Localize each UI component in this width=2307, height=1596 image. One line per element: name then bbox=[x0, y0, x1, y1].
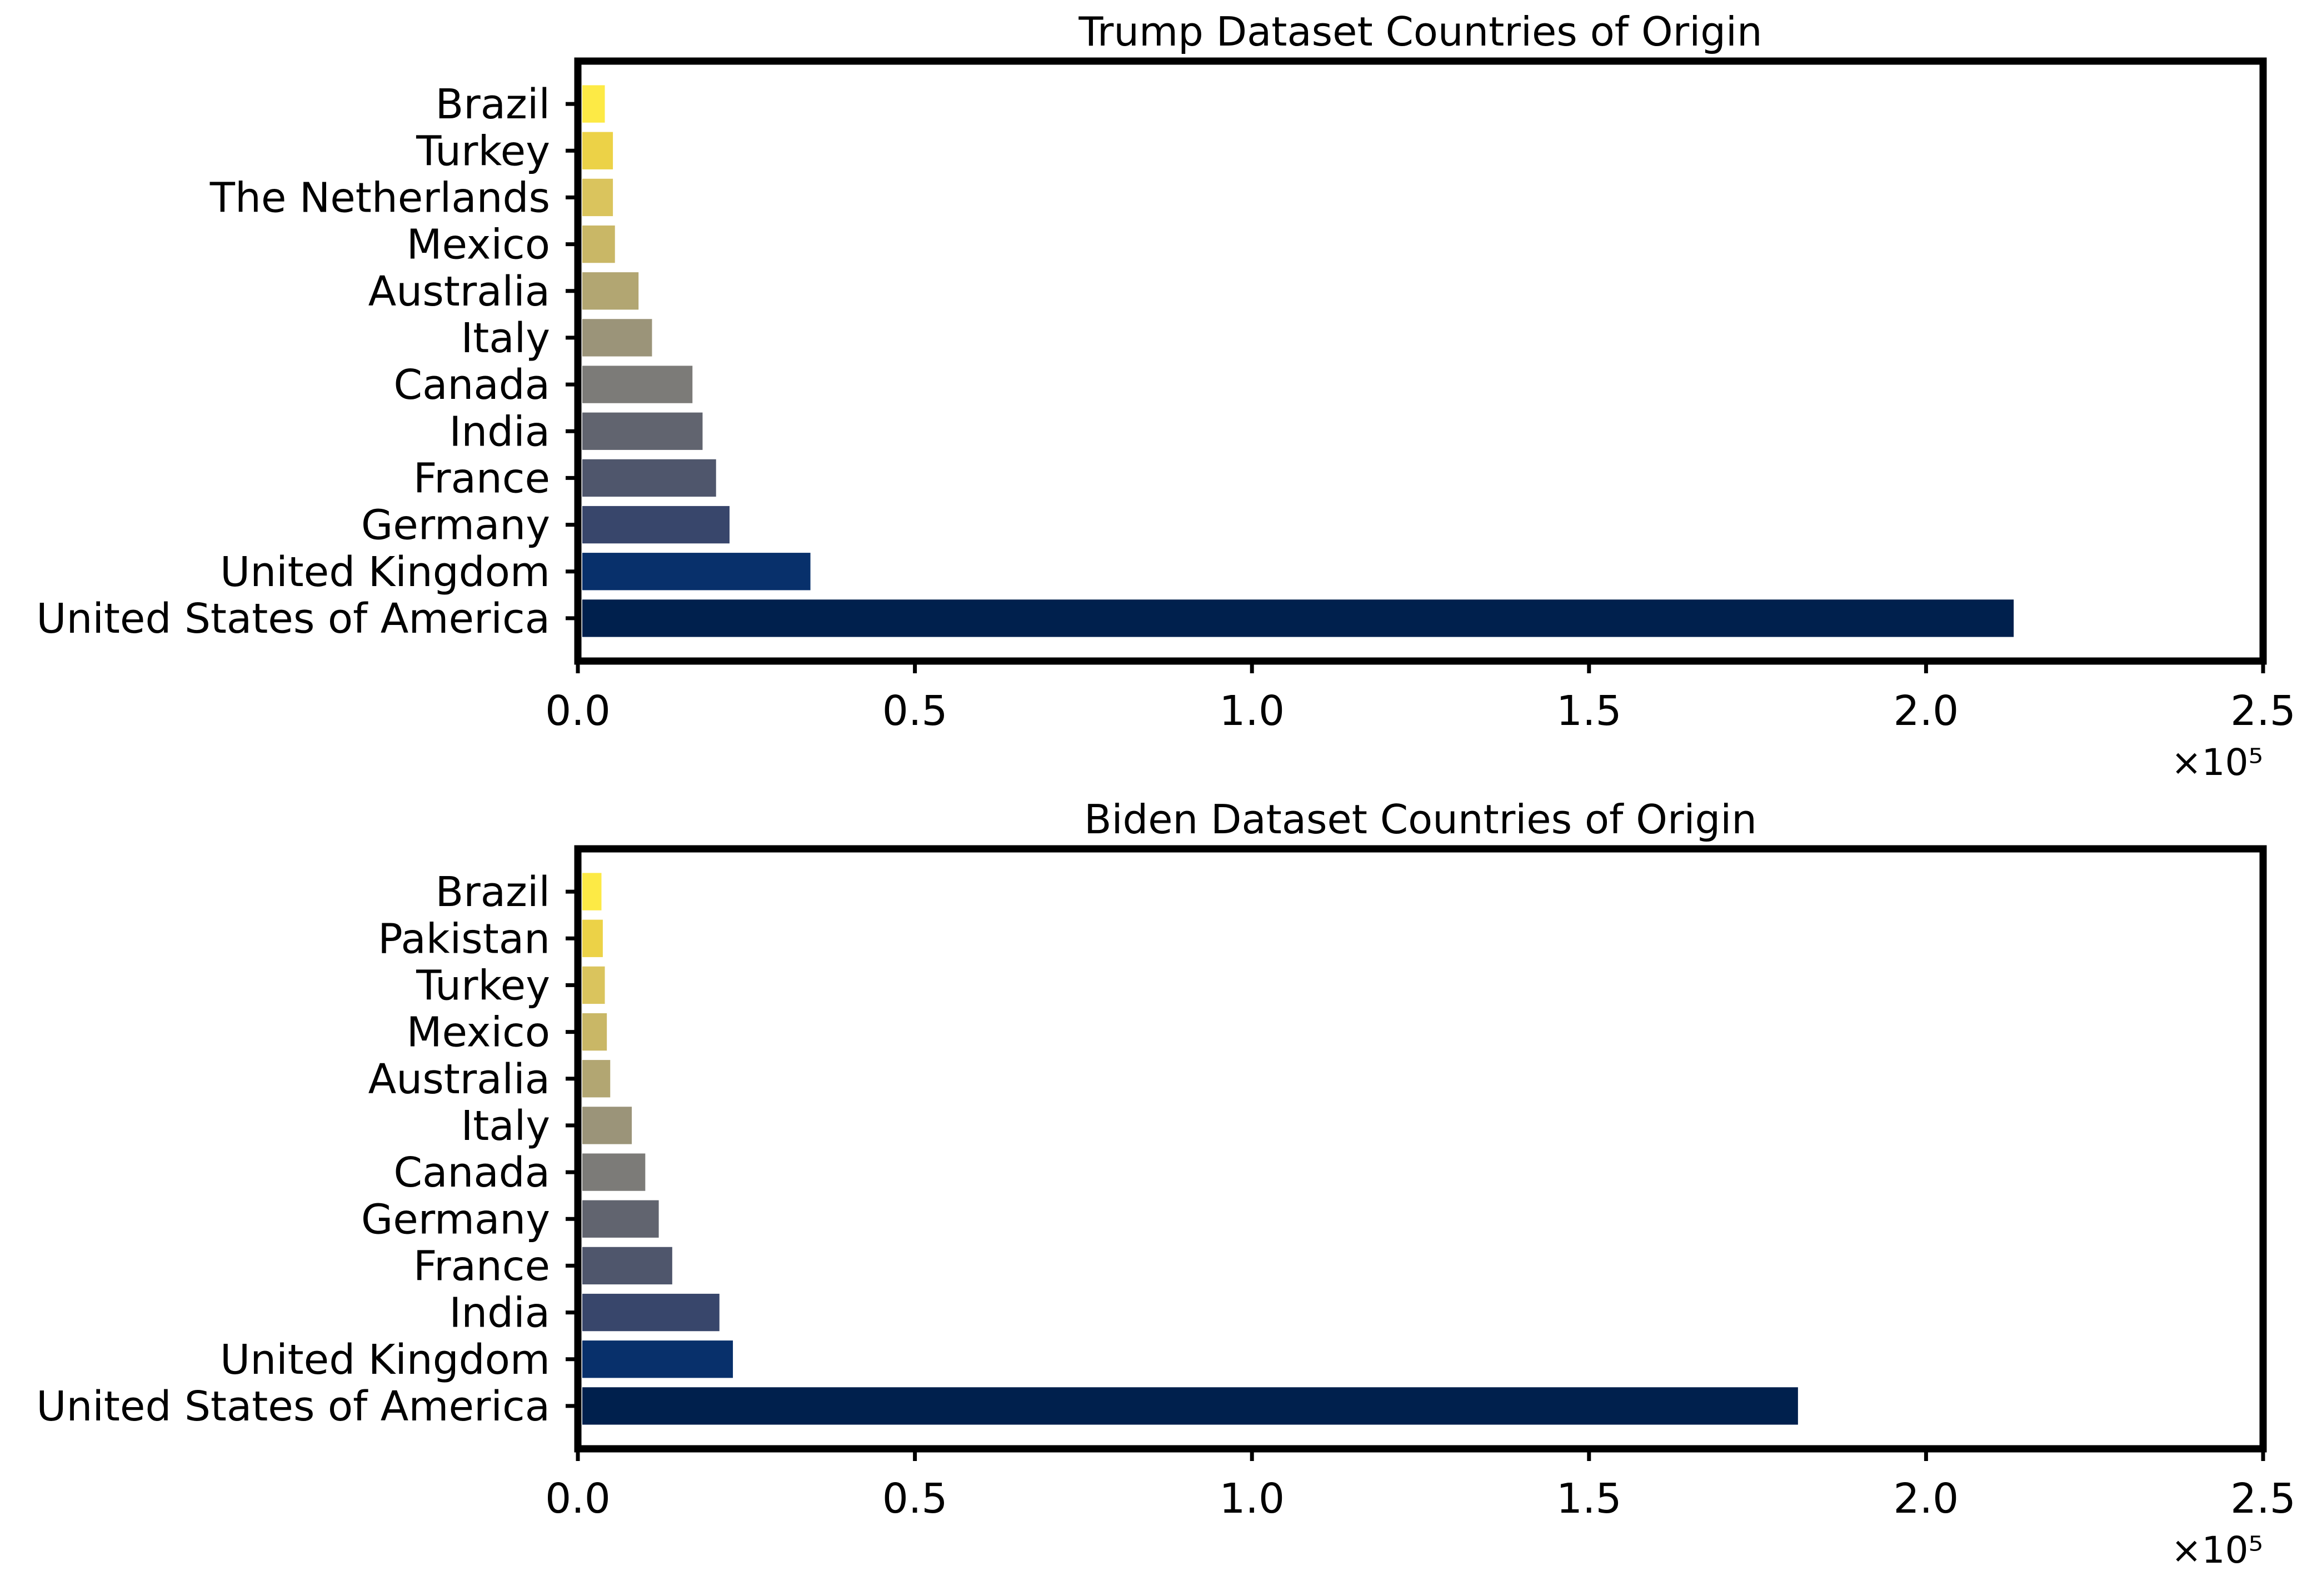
bar-pakistan bbox=[582, 919, 603, 957]
bar-germany bbox=[582, 506, 730, 544]
bar-canada bbox=[582, 366, 693, 403]
chart-panel-2: Biden Dataset Countries of Origin United … bbox=[36, 796, 2296, 1572]
y-tick-label: Australia bbox=[368, 1055, 550, 1103]
bar-italy bbox=[582, 319, 652, 357]
x-tick-label: 1.0 bbox=[1219, 1475, 1285, 1523]
plot-frame bbox=[574, 845, 2267, 1453]
y-tick-label: United Kingdom bbox=[220, 1336, 550, 1384]
x-tick-label: 0.0 bbox=[545, 1475, 611, 1523]
bar-brazil bbox=[582, 85, 605, 123]
y-tick-label: India bbox=[449, 408, 550, 456]
bar-mexico bbox=[582, 225, 615, 263]
chart-title: Trump Dataset Countries of Origin bbox=[1078, 8, 1762, 55]
y-tick-label: Brazil bbox=[436, 81, 551, 128]
x-axis-multiplier: ×10⁵ bbox=[2171, 741, 2263, 784]
y-tick-label: The Netherlands bbox=[209, 174, 550, 222]
y-tick-label: Australia bbox=[368, 268, 550, 316]
y-tick-label: India bbox=[449, 1289, 550, 1337]
y-tick-label: United States of America bbox=[36, 595, 550, 643]
bar-germany bbox=[582, 1200, 659, 1238]
bar-india bbox=[582, 412, 703, 450]
y-tick-label: Mexico bbox=[407, 1009, 550, 1057]
y-tick-label: Turkey bbox=[416, 127, 550, 175]
x-axis-multiplier: ×10⁵ bbox=[2171, 1529, 2263, 1572]
x-tick-label: 0.5 bbox=[882, 687, 948, 735]
x-tick-label: 2.0 bbox=[1894, 1475, 1959, 1523]
chart-title: Biden Dataset Countries of Origin bbox=[1084, 796, 1757, 843]
y-tick-label: Germany bbox=[361, 1195, 550, 1243]
chart-panel-1: Trump Dataset Countries of Origin United … bbox=[36, 8, 2296, 784]
bar-france bbox=[582, 1247, 672, 1285]
y-tick-label: United Kingdom bbox=[220, 548, 550, 596]
bar-brazil bbox=[582, 873, 602, 910]
bar-australia bbox=[582, 1060, 611, 1098]
x-tick-label: 0.0 bbox=[545, 687, 611, 735]
bar-united-kingdom bbox=[582, 1340, 733, 1378]
bar-canada bbox=[582, 1153, 646, 1191]
bar-mexico bbox=[582, 1013, 607, 1051]
bar-united-kingdom bbox=[582, 553, 811, 591]
x-tick-label: 0.5 bbox=[882, 1475, 948, 1523]
y-tick-label: Italy bbox=[461, 314, 550, 362]
y-tick-label: France bbox=[413, 1242, 550, 1290]
bar-italy bbox=[582, 1107, 632, 1144]
y-tick-label: Mexico bbox=[407, 221, 550, 269]
y-tick-label: Brazil bbox=[436, 868, 551, 916]
y-tick-label: Italy bbox=[461, 1102, 550, 1150]
x-tick-label: 1.5 bbox=[1556, 687, 1622, 735]
bar-united-states-of-america bbox=[582, 1387, 1798, 1425]
x-tick-label: 1.5 bbox=[1556, 1475, 1622, 1523]
x-tick-label: 2.5 bbox=[2230, 1475, 2296, 1523]
x-tick-label: 1.0 bbox=[1219, 687, 1285, 735]
x-tick-label: 2.5 bbox=[2230, 687, 2296, 735]
y-tick-label: Canada bbox=[393, 361, 550, 409]
bar-france bbox=[582, 459, 716, 497]
bar-turkey bbox=[582, 966, 605, 1004]
y-tick-label: France bbox=[413, 454, 550, 502]
bar-australia bbox=[582, 272, 639, 310]
x-tick-label: 2.0 bbox=[1894, 687, 1959, 735]
plot-frame bbox=[574, 57, 2267, 665]
y-tick-label: Germany bbox=[361, 502, 550, 549]
y-tick-label: United States of America bbox=[36, 1383, 550, 1430]
bar-india bbox=[582, 1293, 720, 1332]
y-tick-label: Pakistan bbox=[378, 915, 550, 963]
bar-turkey bbox=[582, 132, 613, 169]
bar-the-netherlands bbox=[582, 178, 613, 217]
bar-united-states-of-america bbox=[582, 599, 2014, 637]
y-tick-label: Canada bbox=[393, 1149, 550, 1197]
y-tick-label: Turkey bbox=[416, 962, 550, 1009]
